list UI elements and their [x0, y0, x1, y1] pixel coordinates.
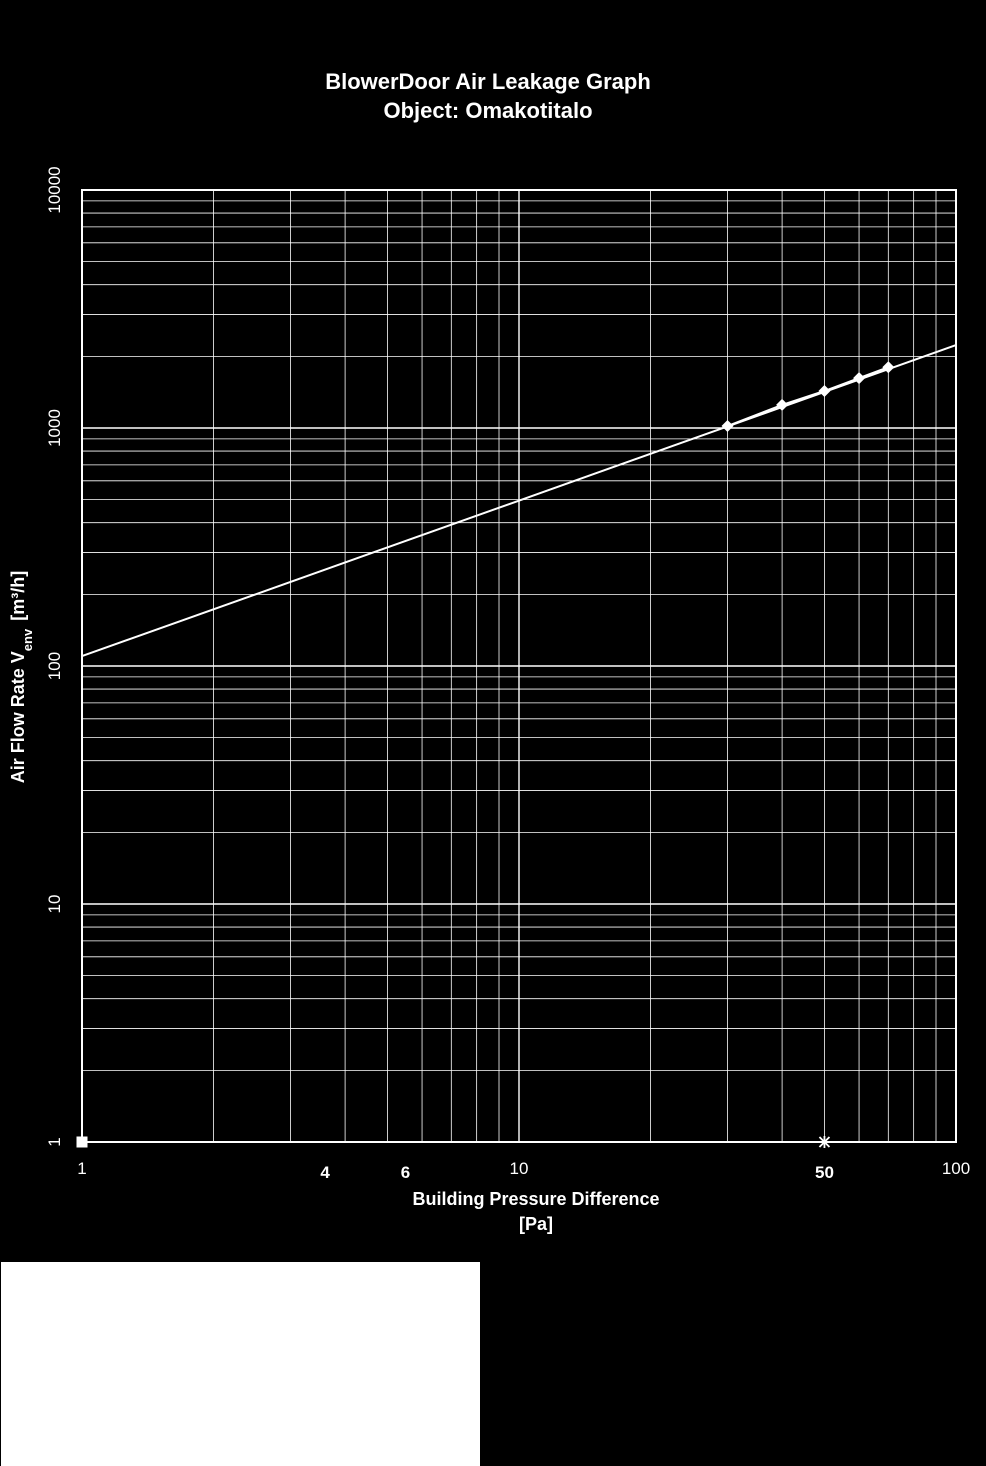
- x-axis-label: Building Pressure Difference: [412, 1189, 659, 1209]
- y-axis-label-unit: [m³/h]: [8, 571, 28, 621]
- data-point-diamond: [818, 385, 831, 398]
- data-point-square: [76, 1136, 88, 1148]
- x-tick-label: 100: [942, 1159, 970, 1178]
- data-point-star: [818, 1136, 831, 1148]
- legend-box: [1, 1262, 480, 1466]
- x-extra-label: 6: [401, 1163, 410, 1182]
- y-tick-label: 10: [45, 895, 64, 914]
- x-extra-label: 50: [815, 1163, 834, 1182]
- chart-title: BlowerDoor Air Leakage Graph: [325, 69, 651, 94]
- series-fit-line-line: [81, 344, 957, 658]
- data-point-diamond: [721, 419, 734, 432]
- x-tick-label: 1: [77, 1159, 86, 1178]
- tick-labels: 1 10 100 4 6 50 1 10 100 1000 10000: [45, 166, 970, 1182]
- y-tick-label: 100: [45, 652, 64, 680]
- chart-subtitle: Object: Omakotitalo: [383, 98, 592, 123]
- y-tick-label: 1: [45, 1137, 64, 1146]
- x-extra-label: 4: [320, 1163, 330, 1182]
- y-axis-label-sub: env: [20, 628, 35, 651]
- data-point-diamond: [853, 372, 866, 385]
- data-point-diamond: [776, 398, 789, 411]
- x-tick-label: 10: [510, 1159, 529, 1178]
- series-layer: [76, 344, 957, 1148]
- y-tick-label: 10000: [45, 166, 64, 213]
- plot-frame: [81, 189, 957, 1143]
- grid: [82, 190, 956, 1142]
- y-axis-label-main: Air Flow Rate V: [8, 651, 28, 783]
- y-tick-label: 1000: [45, 409, 64, 447]
- data-point-diamond: [882, 361, 895, 374]
- x-axis-unit: [Pa]: [519, 1214, 553, 1234]
- y-axis-label: Air Flow Rate Venv [m³/h]: [8, 571, 35, 783]
- series-measured-line: [727, 366, 889, 427]
